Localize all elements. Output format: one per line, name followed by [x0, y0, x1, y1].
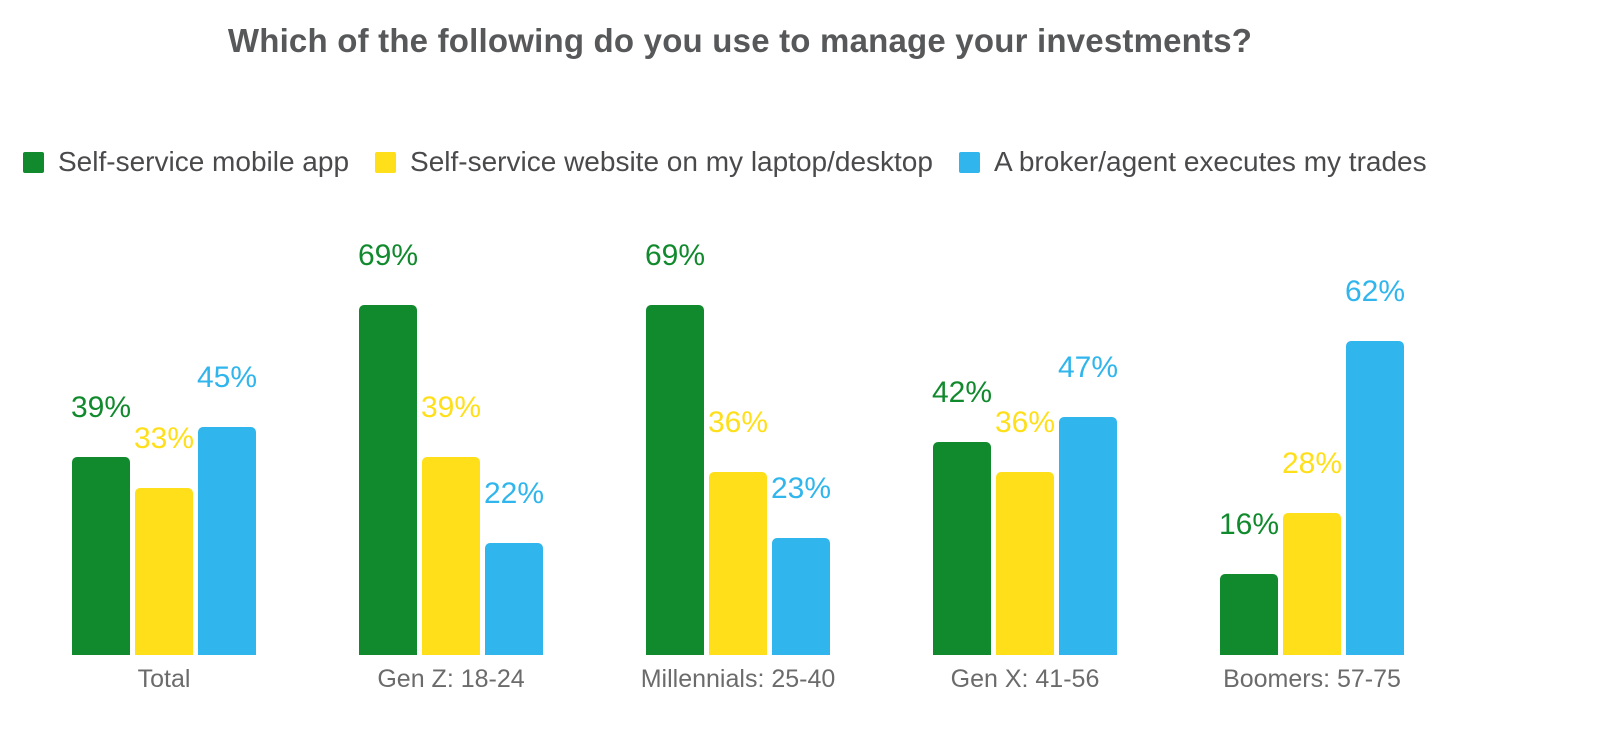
- value-label: 16%: [1218, 508, 1280, 541]
- chart-title: Which of the following do you use to man…: [227, 22, 1253, 59]
- bar-rect: [646, 305, 704, 655]
- value-label: 62%: [1344, 275, 1406, 308]
- bars-row: 16% 28% 62%: [1219, 210, 1405, 655]
- category-label: Millennials: 25-40: [640, 665, 836, 693]
- bar-a-broker-agent-executes-my-trades-millennials-25-40: 23%: [771, 474, 831, 655]
- bar-a-broker-agent-executes-my-trades-gen-x-41-56: 47%: [1058, 353, 1118, 655]
- value-label: 28%: [1281, 447, 1343, 480]
- legend-swatch-icon: [23, 151, 44, 173]
- value-label: 69%: [357, 239, 419, 272]
- category-label: Gen Z: 18-24: [377, 665, 525, 693]
- value-label: 69%: [644, 239, 706, 272]
- bar-self-service-mobile-app-gen-x-41-56: 42%: [932, 378, 992, 655]
- value-label: 42%: [931, 376, 993, 409]
- value-label: 22%: [483, 477, 545, 510]
- bar-group-millennials-25-40: 69% 36% 23% Millennials: 25-40: [641, 210, 836, 694]
- value-label: 36%: [707, 406, 769, 439]
- value-label: 36%: [994, 406, 1056, 439]
- bar-rect: [485, 543, 543, 655]
- bar-a-broker-agent-executes-my-trades-total: 45%: [197, 363, 257, 655]
- bar-self-service-website-on-my-laptop-desktop-millennials-25-40: 36%: [708, 408, 768, 655]
- legend-swatch-icon: [958, 151, 980, 173]
- category-label: Total: [137, 665, 191, 693]
- bar-a-broker-agent-executes-my-trades-boomers-57-75: 62%: [1345, 277, 1405, 655]
- legend-swatch-icon: [375, 151, 397, 173]
- value-label: 23%: [770, 472, 832, 505]
- value-label: 47%: [1057, 351, 1119, 384]
- bar-self-service-website-on-my-laptop-desktop-gen-x-41-56: 36%: [995, 408, 1055, 655]
- legend-item-self-service-mobile-app: Self-service mobile app: [23, 146, 349, 178]
- bar-self-service-mobile-app-boomers-57-75: 16%: [1219, 510, 1279, 655]
- bar-group-gen-z-18-24: 69% 39% 22% Gen Z: 18-24: [358, 210, 544, 694]
- bar-rect: [422, 457, 480, 655]
- bar-a-broker-agent-executes-my-trades-gen-z-18-24: 22%: [484, 479, 544, 655]
- bar-rect: [135, 488, 193, 655]
- legend-label: A broker/agent executes my trades: [993, 146, 1427, 177]
- bar-rect: [996, 472, 1054, 655]
- bar-rect: [1220, 574, 1278, 655]
- bar-self-service-mobile-app-gen-z-18-24: 69%: [358, 241, 418, 655]
- bar-group-boomers-57-75: 16% 28% 62% Boomers: 57-75: [1219, 210, 1405, 694]
- bar-rect: [1346, 341, 1404, 655]
- legend-item-a-broker-agent-executes-my-trades: A broker/agent executes my trades: [958, 146, 1427, 178]
- bar-rect: [933, 442, 991, 655]
- bar-chart: Which of the following do you use to man…: [0, 22, 1600, 694]
- bar-self-service-website-on-my-laptop-desktop-gen-z-18-24: 39%: [421, 393, 481, 655]
- bars-row: 42% 36% 47%: [932, 210, 1118, 655]
- legend-label: Self-service mobile app: [58, 146, 350, 177]
- bar-group-gen-x-41-56: 42% 36% 47% Gen X: 41-56: [932, 210, 1118, 694]
- legend-item-self-service-website-on-my-laptop-desktop: Self-service website on my laptop/deskto…: [375, 146, 933, 178]
- category-label: Boomers: 57-75: [1223, 665, 1401, 693]
- bar-rect: [359, 305, 417, 655]
- bar-rect: [709, 472, 767, 655]
- bar-rect: [772, 538, 830, 655]
- bar-self-service-website-on-my-laptop-desktop-total: 33%: [134, 424, 194, 655]
- value-label: 45%: [196, 361, 258, 394]
- bar-group-total: 39% 33% 45% Total: [71, 210, 257, 694]
- value-label: 39%: [70, 391, 132, 424]
- bar-rect: [1059, 417, 1117, 655]
- legend: Self-service mobile app Self-service webs…: [23, 146, 1600, 178]
- bar-self-service-mobile-app-total: 39%: [71, 393, 131, 655]
- bars-row: 69% 36% 23%: [645, 210, 831, 655]
- legend-label: Self-service website on my laptop/deskto…: [410, 146, 933, 177]
- bar-rect: [72, 457, 130, 655]
- bars-row: 39% 33% 45%: [71, 210, 257, 655]
- bar-self-service-website-on-my-laptop-desktop-boomers-57-75: 28%: [1282, 449, 1342, 655]
- value-label: 33%: [133, 422, 195, 455]
- bar-rect: [198, 427, 256, 655]
- bar-self-service-mobile-app-millennials-25-40: 69%: [645, 241, 705, 655]
- category-label: Gen X: 41-56: [950, 665, 1100, 693]
- bar-rect: [1283, 513, 1341, 655]
- plot-area: 39% 33% 45% Total 69% 39% 22% Gen Z: 18-24 69% 36…: [0, 210, 1600, 694]
- bars-row: 69% 39% 22%: [358, 210, 544, 655]
- value-label: 39%: [420, 391, 482, 424]
